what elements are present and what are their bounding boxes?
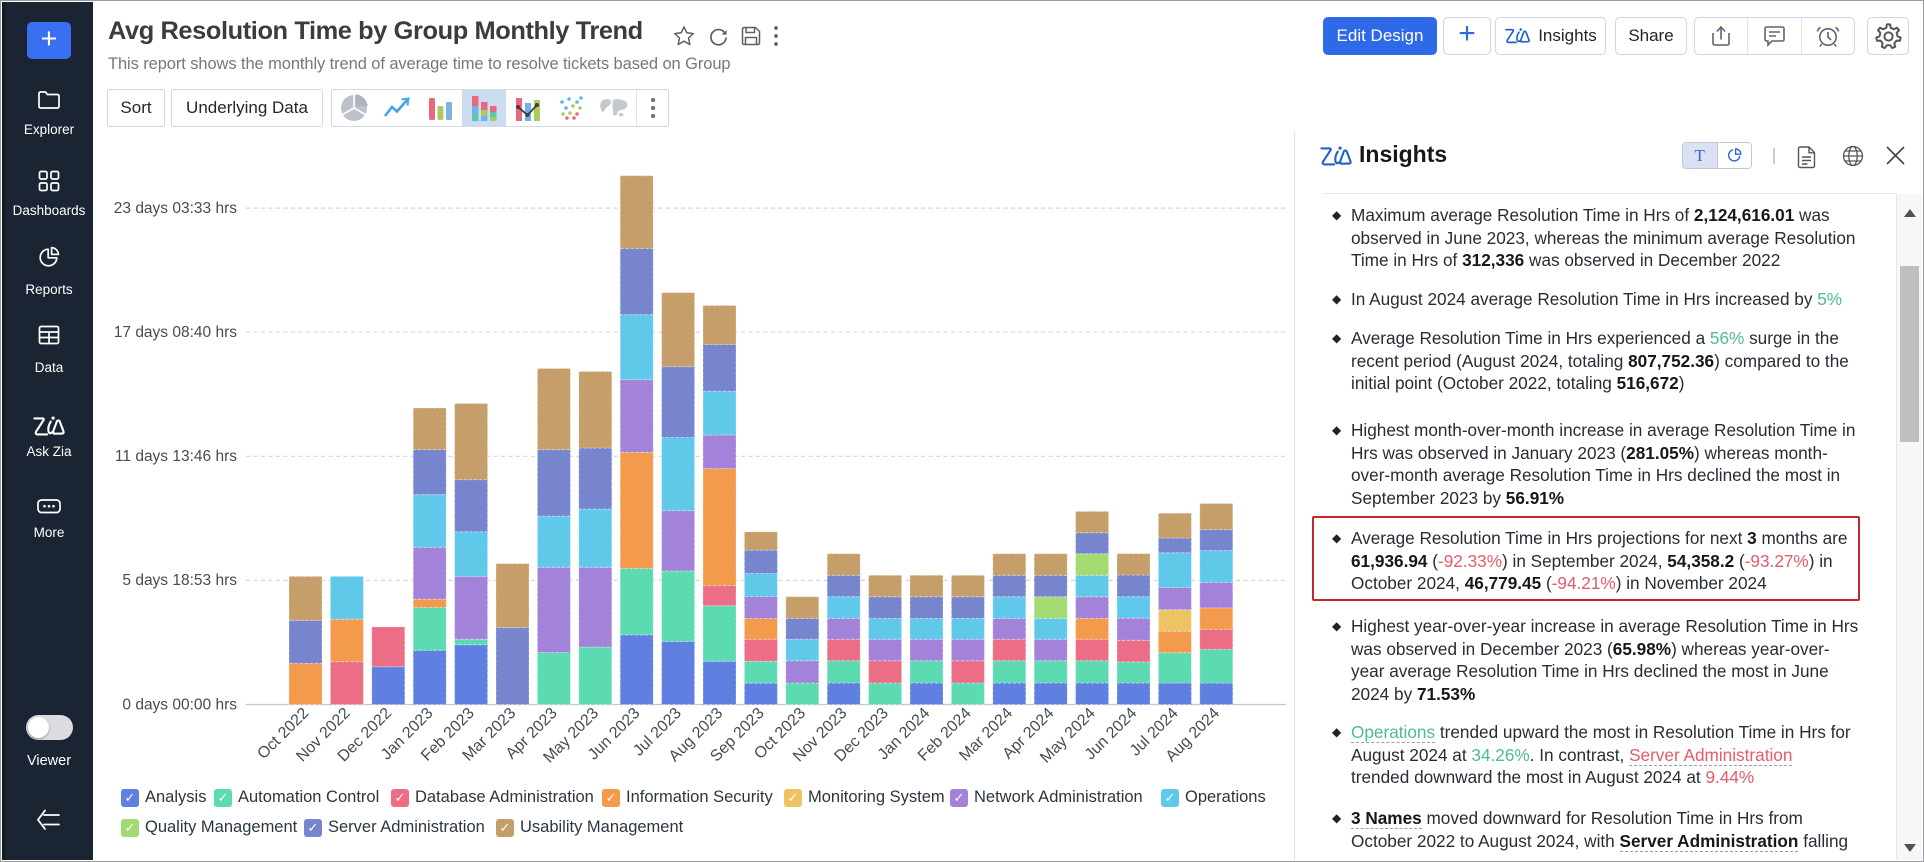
svg-text:11 days 13:46 hrs: 11 days 13:46 hrs <box>115 448 237 465</box>
svg-text:23 days 03:33 hrs: 23 days 03:33 hrs <box>114 200 237 217</box>
svg-text:17 days 08:40 hrs: 17 days 08:40 hrs <box>114 324 237 341</box>
svg-text:5 days 18:53 hrs: 5 days 18:53 hrs <box>122 572 237 589</box>
svg-text:0 days 00:00 hrs: 0 days 00:00 hrs <box>122 696 237 713</box>
